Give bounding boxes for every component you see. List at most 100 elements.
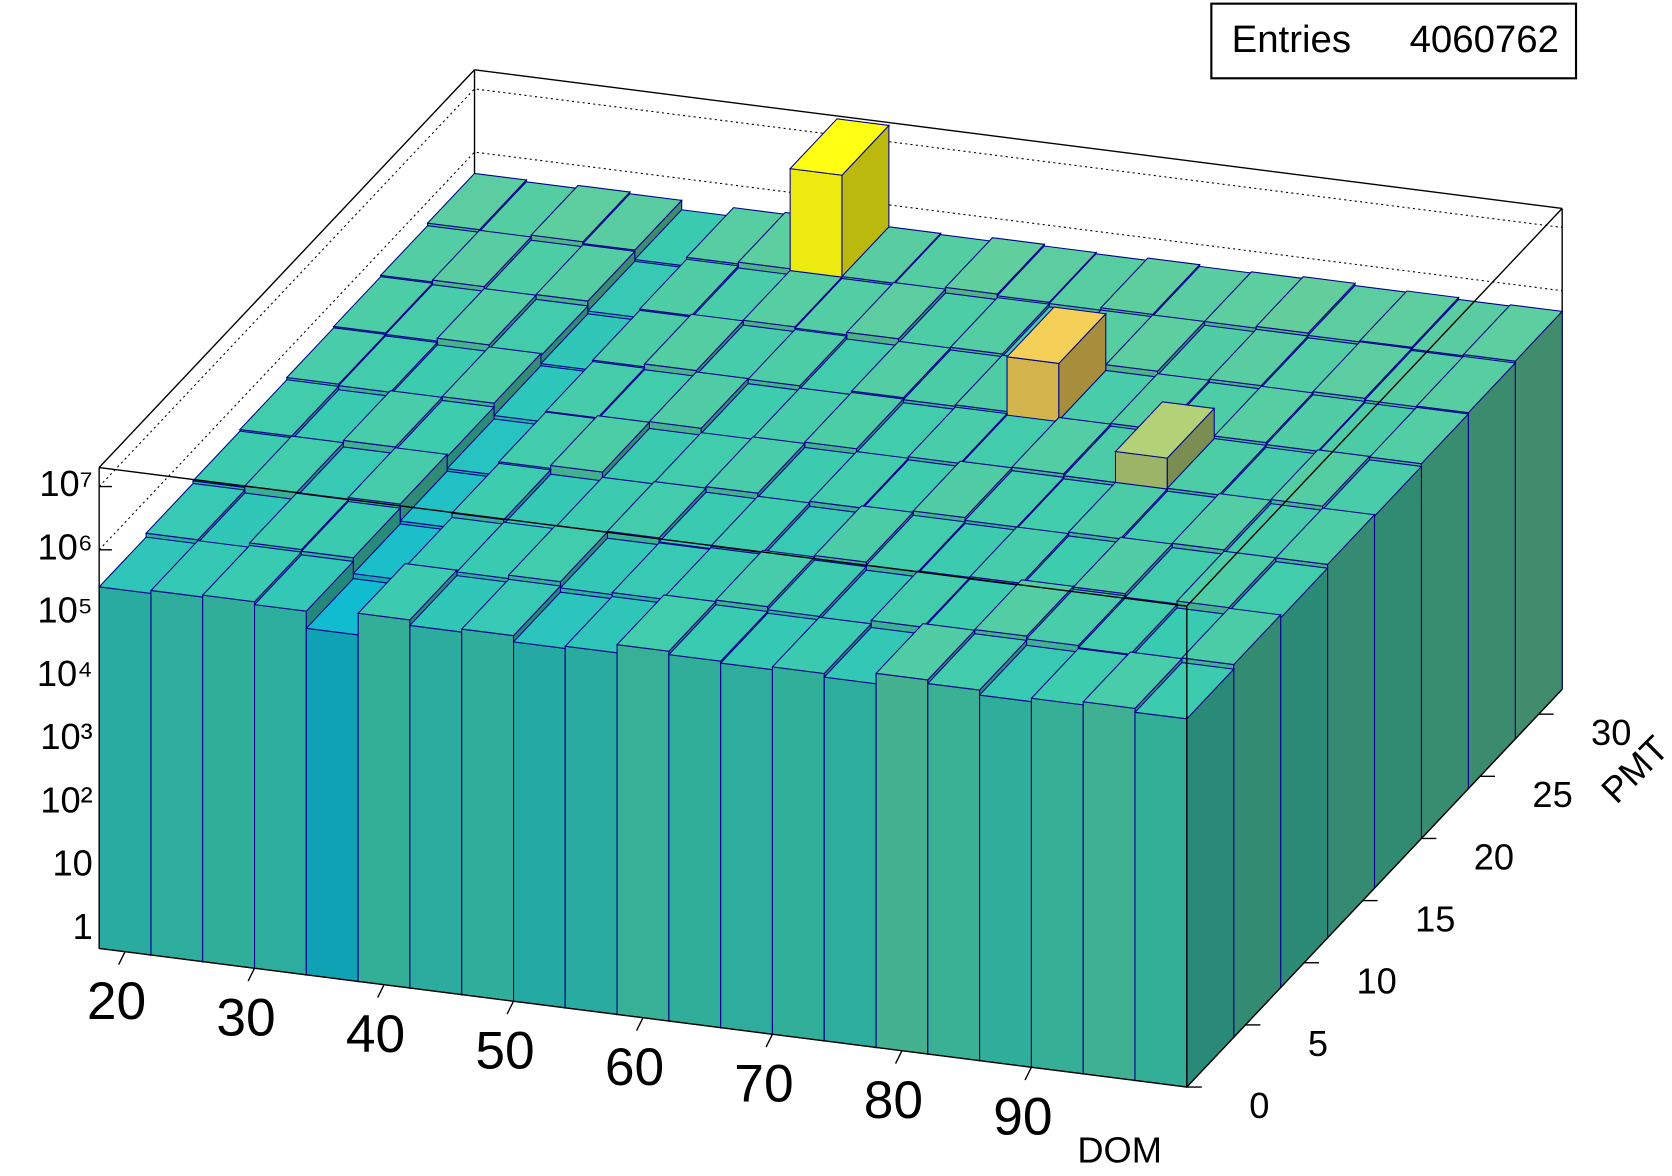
x-tick-label: 90 [993, 1088, 1052, 1147]
bar-front [253, 604, 307, 976]
bar-front [720, 662, 773, 1035]
bar-top [766, 559, 868, 617]
bar-top [813, 505, 915, 563]
x-tick [894, 1050, 903, 1064]
z-tick-label: 10⁶ [38, 526, 93, 567]
z-tick-label: 10² [40, 779, 92, 820]
y-tick-label: 20 [1474, 836, 1514, 877]
z-tick-label: 10⁴ [37, 653, 93, 694]
bar-top [1025, 588, 1127, 647]
y-tick-label: 30 [1591, 712, 1631, 753]
bar-top [357, 563, 458, 621]
bar-front [1134, 711, 1188, 1088]
x-tick [377, 984, 385, 998]
bar-front [513, 641, 566, 1009]
stats-box [1210, 2, 1578, 80]
bar-top [1213, 385, 1315, 444]
bar-top [747, 328, 848, 387]
bar-top [714, 549, 816, 608]
bar-top [606, 481, 708, 539]
bar-front [616, 644, 670, 1022]
bar-top [337, 335, 439, 393]
bar-top [1005, 306, 1107, 364]
bar-top [808, 451, 910, 509]
bar-top [667, 604, 769, 662]
bar-top [1133, 661, 1235, 720]
x-tick-label: 50 [475, 1022, 534, 1081]
y-tick-label: 10 [1356, 961, 1396, 1002]
bar-top [850, 340, 952, 399]
bar-top [996, 245, 1098, 303]
bar-top [460, 578, 562, 637]
bar-top [300, 500, 402, 559]
bar-side [1327, 513, 1376, 940]
x-tick [506, 1000, 515, 1015]
bar-front [771, 666, 825, 1042]
y-tick-label: 25 [1532, 774, 1572, 815]
bar-top [253, 554, 355, 612]
box-edge [99, 466, 1187, 607]
bar-top [973, 579, 1075, 637]
y-tick-label: 15 [1415, 899, 1455, 940]
z-tick-label: 10⁷ [39, 463, 92, 504]
stats-label: Entries [1232, 18, 1351, 61]
bar-front [668, 654, 722, 1029]
bar-top [1104, 314, 1206, 372]
bar-top [1082, 651, 1184, 709]
bar-top [1114, 401, 1216, 459]
z-tick-label: 10 [52, 843, 92, 884]
bar-front [823, 676, 877, 1049]
bar-top [441, 346, 543, 404]
bar-top [285, 327, 387, 385]
bar-top [534, 244, 636, 302]
bar-top [581, 193, 683, 251]
box-edge [474, 69, 1563, 210]
bar-top [1358, 290, 1460, 348]
z-tick-label: 1 [73, 906, 93, 947]
bar-front [305, 627, 359, 983]
x-tick-label: 40 [346, 1005, 405, 1064]
bar-top [436, 288, 538, 346]
bar-side [1420, 412, 1469, 840]
x-tick [247, 967, 256, 982]
bar-top [332, 276, 434, 334]
bar-side [1186, 667, 1235, 1089]
bar-top [144, 482, 246, 541]
bar-top [1072, 536, 1174, 595]
bar-top [530, 184, 631, 243]
bar-top [944, 237, 1046, 295]
bar-top [926, 633, 1028, 691]
bar-top [968, 526, 1070, 584]
bar-top [1099, 257, 1201, 315]
box-edge [1186, 688, 1563, 1088]
z-tick-label: 10³ [40, 716, 92, 757]
x-tick-label: 80 [864, 1071, 923, 1130]
bar-top [874, 623, 976, 681]
bar-top [1010, 416, 1112, 475]
bar-top [1166, 438, 1268, 496]
bar-top [549, 415, 651, 473]
z-tick-label: 10⁵ [37, 590, 92, 631]
bar-front [150, 589, 204, 963]
bar-top [347, 447, 449, 505]
bar-front [202, 594, 256, 969]
bar-top [426, 172, 528, 231]
x-tick-label: 70 [734, 1055, 793, 1114]
bar-top [431, 229, 533, 288]
bar-top [1274, 507, 1376, 565]
x-tick-label: 60 [605, 1038, 664, 1097]
bar-top [704, 436, 806, 494]
y-tick-label: 0 [1249, 1085, 1269, 1126]
bar-front [357, 612, 411, 989]
bar-front [461, 628, 515, 1002]
bar-top [1208, 328, 1310, 387]
bar-side [1233, 613, 1282, 1039]
bar-top [648, 371, 750, 429]
stats-value: 4060762 [1410, 18, 1559, 61]
bar-top [963, 470, 1065, 528]
bar-top [638, 258, 740, 317]
box-edge [98, 69, 476, 468]
x-tick-label: 30 [216, 989, 275, 1048]
bar-top [1311, 341, 1413, 399]
